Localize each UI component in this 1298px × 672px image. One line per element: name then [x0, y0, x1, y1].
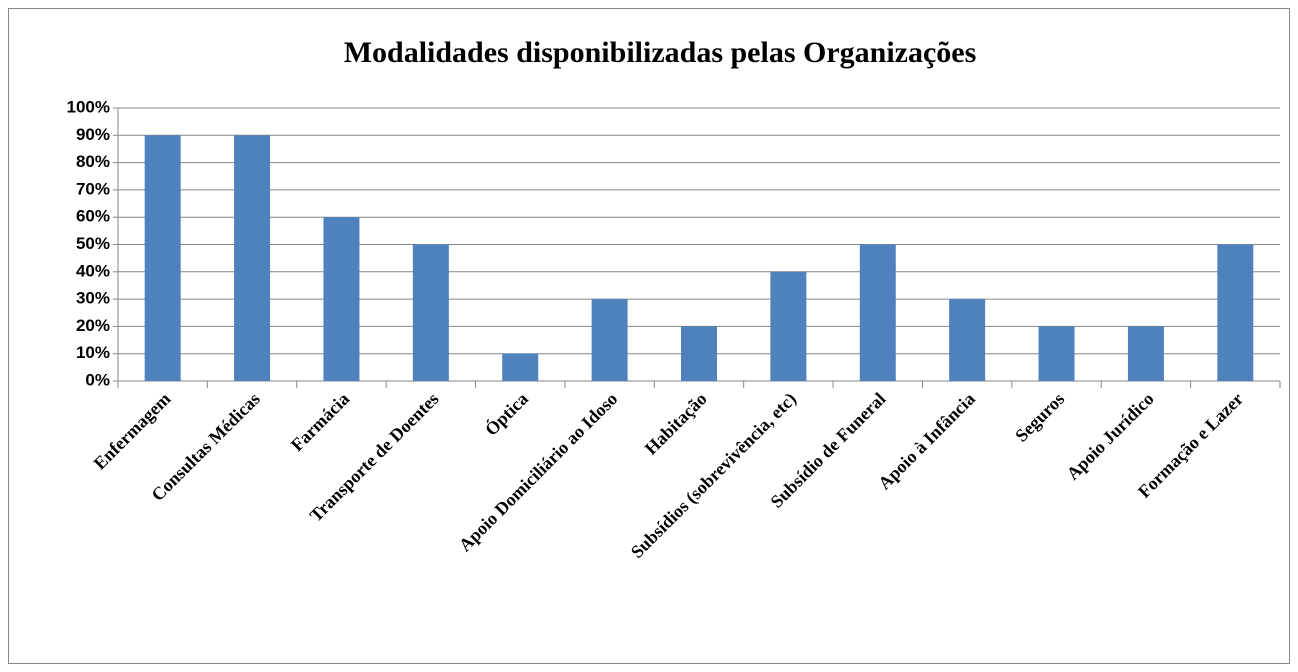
bar — [1217, 244, 1254, 381]
chart-title: Modalidades disponibilizadas pelas Organ… — [344, 36, 977, 69]
bar — [412, 244, 449, 381]
y-tick-label: 20% — [76, 316, 110, 335]
y-tick-label: 40% — [76, 261, 110, 280]
y-tick-label: 30% — [76, 289, 110, 308]
y-tick-label: 50% — [76, 234, 110, 253]
bar — [502, 353, 539, 381]
y-tick-label: 70% — [76, 179, 110, 198]
y-tick-label: 90% — [76, 125, 110, 144]
y-tick-label: 80% — [76, 152, 110, 171]
bar — [1038, 326, 1075, 381]
bar — [681, 326, 717, 381]
bar — [591, 299, 628, 381]
y-tick-label: 10% — [76, 343, 110, 362]
bar — [234, 135, 271, 381]
y-tick-label: 100% — [67, 97, 110, 116]
bar — [144, 135, 181, 381]
bar — [770, 271, 807, 381]
bar — [1127, 326, 1164, 381]
bar — [323, 217, 360, 381]
chart-border — [8, 8, 1290, 664]
y-tick-label: 0% — [85, 370, 110, 389]
y-tick-label: 60% — [76, 207, 110, 226]
bar — [949, 299, 986, 381]
bar — [859, 244, 896, 381]
